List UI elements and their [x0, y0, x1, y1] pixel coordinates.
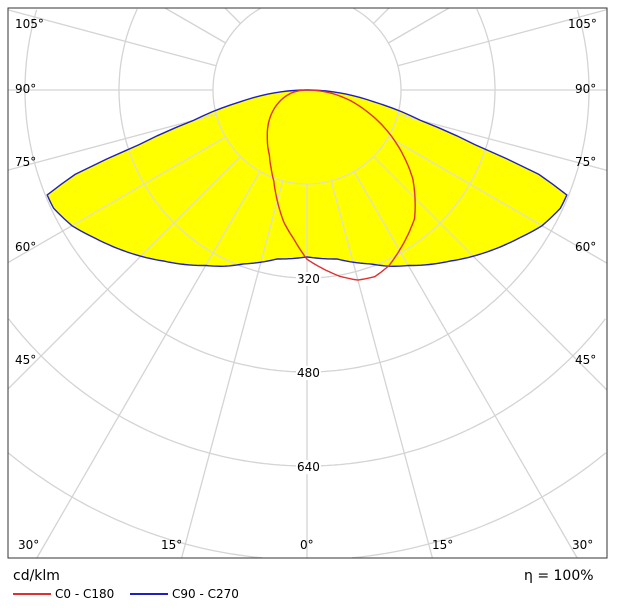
grid-ray-overlay [373, 156, 567, 267]
curves [46, 89, 568, 281]
grid-circle [8, 318, 606, 467]
radial-label-480: 480 [296, 366, 321, 380]
grid-ray-overlay [47, 156, 241, 267]
angle-label-60-left: 60° [15, 240, 37, 254]
grid-ray-overlay [180, 180, 284, 267]
radial-label-640: 640 [296, 460, 321, 474]
angle-label-75-left: 75° [15, 155, 37, 169]
angle-label-45-right: 45° [575, 353, 597, 367]
legend-label: C90 - C270 [172, 587, 239, 601]
legend-label: C0 - C180 [55, 587, 115, 601]
angle-label-75-right: 75° [575, 155, 597, 169]
grid-circle-overlay [118, 90, 496, 267]
c90-c270-fill [47, 90, 567, 267]
grid-ray-overlay [353, 171, 567, 267]
angle-label-15-right: 15° [432, 538, 454, 552]
angle-label-0: 0° [300, 538, 314, 552]
radial-label-320: 320 [296, 272, 321, 286]
angle-label-45-left: 45° [15, 353, 37, 367]
grid-ray [224, 7, 241, 24]
grid-ray-overlay [47, 136, 226, 264]
angle-label-90-left: 90° [15, 82, 37, 96]
grid-ray-overlay [47, 171, 261, 267]
legend-swatch-red [13, 593, 51, 595]
grid-ray-overlay [388, 136, 567, 264]
angle-label-105-right: 105° [568, 17, 597, 31]
legend-swatch-blue [130, 593, 168, 595]
grid-ray [397, 113, 608, 172]
legend-c90-c270: C90 - C270 [130, 587, 239, 601]
grid-circle [24, 9, 590, 373]
efficiency-label: η = 100% [524, 568, 594, 584]
c90-c270-curve [46, 89, 568, 268]
grid-ray [397, 8, 608, 67]
grid-ray [164, 7, 226, 44]
angle-label-30-left: 30° [18, 538, 40, 552]
legend-c0-c180: C0 - C180 [13, 587, 114, 601]
angle-label-15-left: 15° [161, 538, 183, 552]
grid-circle-overlay [212, 90, 402, 185]
grid-ray-overlay [330, 180, 434, 267]
grid-ray [388, 7, 450, 44]
unit-label: cd/klm [13, 568, 60, 584]
c0-c180-curve [266, 89, 416, 281]
angle-label-60-right: 60° [575, 240, 597, 254]
angle-label-90-right: 90° [575, 82, 597, 96]
angle-label-30-right: 30° [572, 538, 594, 552]
grid-circle [7, 452, 607, 559]
grid-ray [373, 7, 390, 24]
grid-ray [7, 9, 217, 67]
grid-ray [7, 113, 217, 171]
angle-label-105-left: 105° [15, 17, 44, 31]
plot-frame [7, 7, 608, 559]
